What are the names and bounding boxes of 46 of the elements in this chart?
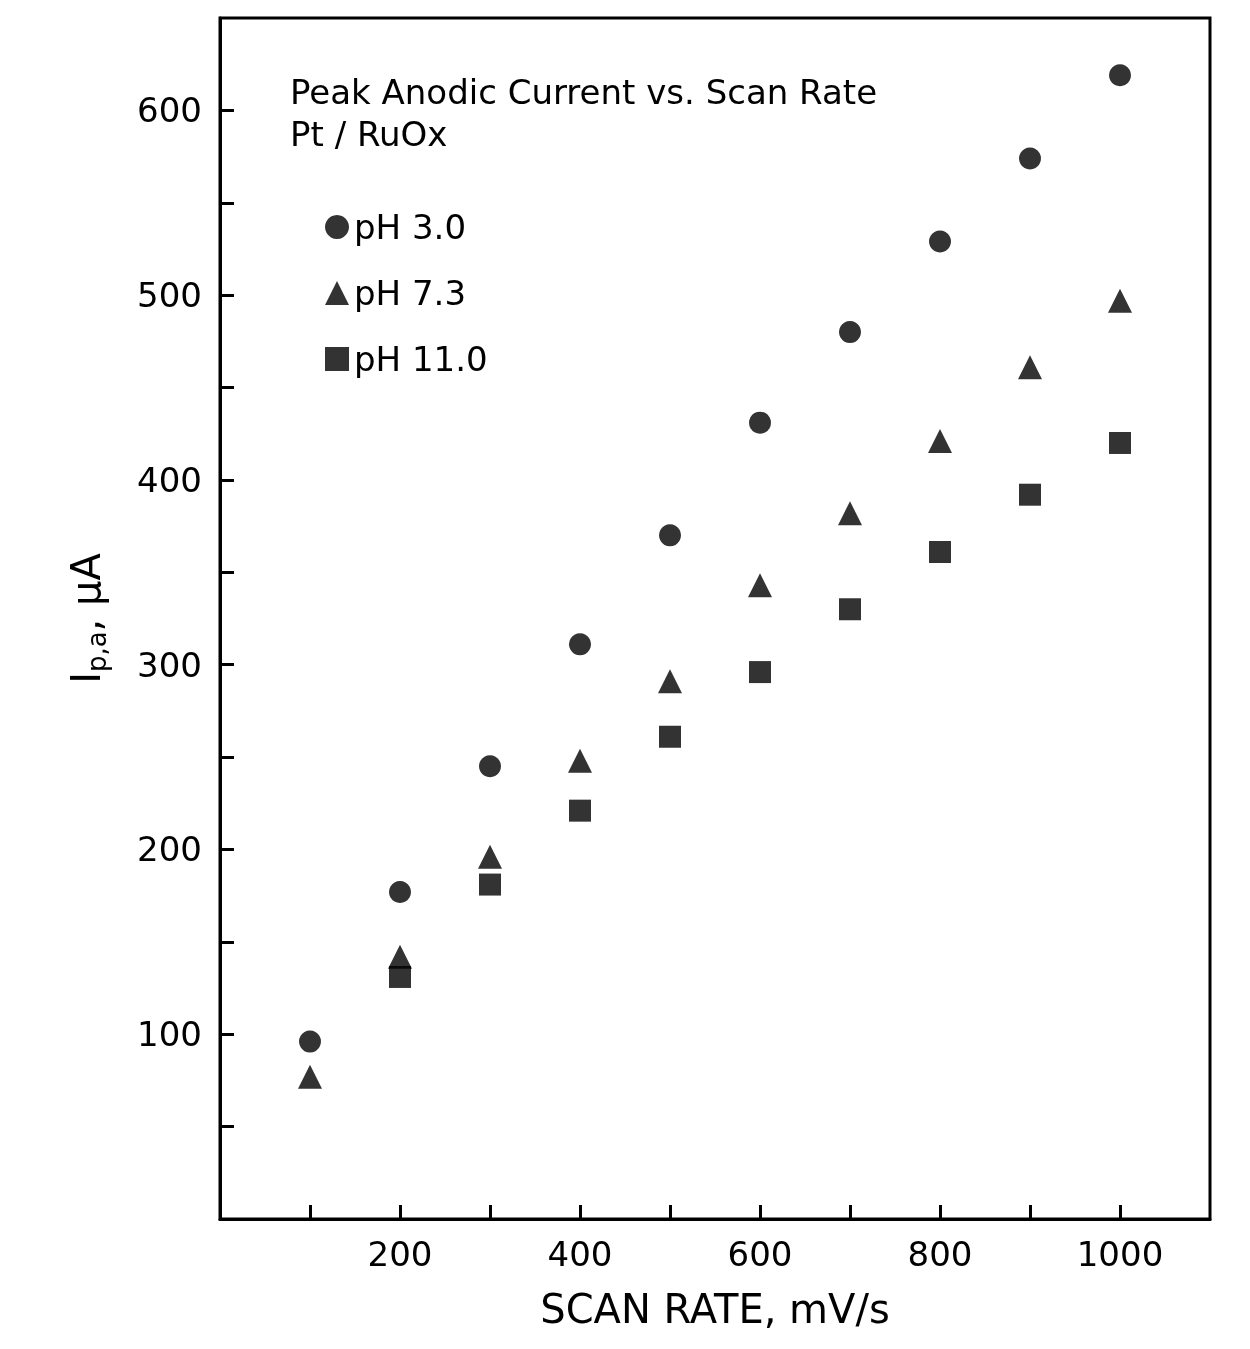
point bbox=[659, 524, 681, 547]
point bbox=[838, 501, 862, 526]
y-tick-label: 600 bbox=[137, 90, 202, 131]
y-tick-label: 200 bbox=[137, 829, 202, 870]
point bbox=[569, 799, 591, 822]
point bbox=[389, 880, 411, 903]
point bbox=[478, 844, 502, 869]
point bbox=[929, 540, 951, 563]
point bbox=[748, 573, 772, 598]
point bbox=[659, 725, 681, 748]
y-axis-title: Ip,a, μA bbox=[63, 552, 112, 684]
x-tick-label: 600 bbox=[727, 1234, 793, 1274]
point bbox=[1109, 431, 1131, 454]
x-tick-label: 800 bbox=[907, 1234, 973, 1274]
x-axis-title: SCAN RATE, mV/s bbox=[540, 1286, 890, 1332]
legend-label: pH 11.0 bbox=[354, 339, 488, 379]
point bbox=[479, 755, 501, 778]
y-tick-label: 300 bbox=[137, 644, 202, 685]
point bbox=[389, 965, 411, 988]
point bbox=[1109, 64, 1131, 87]
point bbox=[1018, 355, 1042, 380]
point bbox=[839, 598, 861, 621]
point bbox=[298, 1064, 322, 1089]
legend-label: pH 7.3 bbox=[354, 273, 467, 313]
point bbox=[749, 411, 771, 434]
legend-label: pH 3.0 bbox=[354, 207, 467, 247]
point bbox=[299, 1030, 321, 1053]
x-tick-label: 1000 bbox=[1076, 1234, 1164, 1274]
point bbox=[749, 661, 771, 684]
point bbox=[839, 321, 861, 344]
text: Pt / RuOx bbox=[290, 114, 448, 154]
point bbox=[658, 669, 682, 694]
point bbox=[479, 873, 501, 896]
point bbox=[568, 748, 592, 773]
x-tick-label: 400 bbox=[547, 1234, 613, 1274]
point bbox=[1108, 288, 1132, 313]
point bbox=[1019, 483, 1041, 506]
text: Peak Anodic Current vs. Scan Rate bbox=[290, 72, 878, 112]
x-tick-label: 200 bbox=[367, 1234, 433, 1274]
y-tick-label: 100 bbox=[137, 1014, 202, 1055]
point bbox=[929, 230, 951, 253]
point bbox=[928, 429, 952, 454]
point bbox=[569, 633, 591, 656]
y-tick-label: 500 bbox=[137, 275, 202, 316]
point bbox=[1019, 147, 1041, 170]
y-tick-label: 400 bbox=[137, 459, 202, 500]
